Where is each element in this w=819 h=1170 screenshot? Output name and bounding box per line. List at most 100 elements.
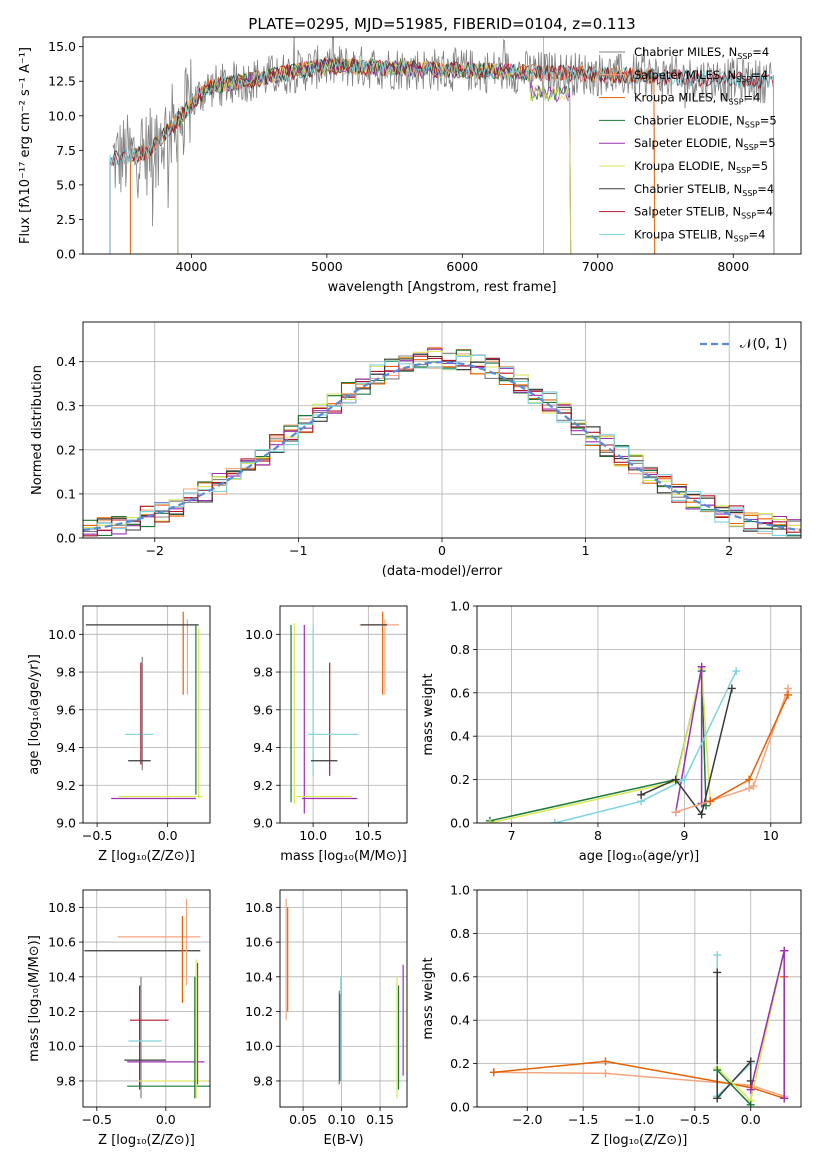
- axes-frame: [279, 889, 408, 1108]
- legend-entry-9: Kroupa STELIB, NSSP=4: [634, 227, 765, 243]
- y-tick-label: 10.0: [48, 108, 76, 123]
- y-tick-label: 0.3: [56, 398, 76, 413]
- weight-point-5-4: [727, 684, 736, 693]
- panel-8: −2.0 −1.5 −1.0 −0.5 0.0 0.0 0.2 0.4 0.6 0.8 1.0 Z […: [421, 883, 802, 1148]
- x-tick-label: 9: [680, 828, 688, 843]
- weight-point-7-2: [745, 775, 754, 784]
- model-spectrum-7: [109, 56, 775, 254]
- y-tick-label: 10.4: [245, 969, 273, 984]
- axes-frame: [82, 36, 802, 255]
- y-tick-label: 5.0: [56, 177, 76, 192]
- y-axis-label: mass weight: [421, 957, 436, 1039]
- histogram-9: [83, 354, 801, 536]
- weight-point-2-1: [489, 1068, 498, 1077]
- panel-4: 10.0 10.5 9.0 9.2 9.4 9.6 9.8 10.0 mass [log₁₀(M…: [245, 605, 408, 864]
- weight-point-3-2: [697, 662, 706, 671]
- plot-area: [84, 898, 210, 1099]
- x-tick-label: −0.5: [680, 1112, 710, 1127]
- x-tick-label: −2.0: [512, 1112, 542, 1127]
- weight-point-4-1: [550, 819, 559, 823]
- y-tick-label: 10.8: [245, 900, 273, 915]
- plot-area: [83, 347, 801, 537]
- y-tick-label: 0.8: [450, 926, 470, 941]
- y-tick-label: 10.0: [48, 1039, 76, 1054]
- y-tick-label: 10.2: [48, 1004, 76, 1019]
- weight-point-5-2: [671, 775, 680, 784]
- weight-point-2-1: [485, 819, 494, 823]
- y-tick-label: 0.0: [56, 247, 76, 262]
- legend-entry-8: Salpeter STELIB, NSSP=4: [634, 205, 773, 221]
- panel-7: 0.05 0.10 0.15 9.8 10.0 10.2 10.4 10.6 10.8 E(B-V…: [245, 889, 408, 1148]
- histogram-8: [83, 355, 801, 537]
- weight-point-2-2: [601, 1057, 610, 1066]
- weight-point-4-1: [713, 968, 722, 977]
- axes-frame: [82, 889, 211, 1108]
- x-tick-label: 7: [508, 828, 516, 843]
- plot-area: [485, 662, 793, 823]
- y-tick-label: 15.0: [48, 39, 76, 54]
- x-axis-label: (data-model)/error: [382, 564, 503, 579]
- y-tick-label: 9.0: [56, 816, 76, 831]
- x-tick-label: 0.05: [289, 1112, 317, 1127]
- y-tick-label: 12.5: [48, 74, 76, 89]
- y-tick-label: 0.4: [450, 1013, 470, 1028]
- axes-frame: [279, 605, 408, 824]
- y-tick-label: 1.0: [450, 883, 470, 898]
- weight-point-3-1: [713, 951, 722, 960]
- x-tick-label: 1: [582, 543, 590, 558]
- y-tick-label: 9.2: [56, 778, 76, 793]
- weight-line-4: [716, 972, 752, 1101]
- axes-frame: [476, 605, 802, 824]
- y-tick-label: 1.0: [450, 599, 470, 614]
- y-tick-label: 10.8: [48, 900, 76, 915]
- weight-point-4-3: [680, 775, 689, 784]
- weight-point-6-2: [745, 784, 754, 793]
- y-tick-label: 10.6: [48, 935, 76, 950]
- x-tick-label: 0: [438, 543, 446, 558]
- x-axis-label: Z [log₁₀(Z/Z⊙)]: [98, 1133, 195, 1148]
- plot-area: [489, 946, 789, 1107]
- legend-entry-1: Chabrier MILES, NSSP=4: [634, 45, 769, 61]
- y-tick-label: 10.6: [245, 935, 273, 950]
- y-tick-label: 10.0: [245, 627, 273, 642]
- y-tick-label: 0.1: [56, 486, 76, 501]
- x-tick-label: 10: [763, 828, 779, 843]
- y-tick-label: 7.5: [56, 143, 76, 158]
- x-tick-label: −1.0: [624, 1112, 654, 1127]
- weight-line-5: [640, 688, 733, 817]
- weight-point-4-2: [713, 1094, 722, 1103]
- legend-entry-7: Chabrier STELIB, NSSP=4: [634, 182, 774, 198]
- x-tick-label: 8000: [717, 259, 749, 274]
- y-tick-label: 0.0: [450, 1100, 470, 1115]
- x-tick-label: 0.10: [328, 1112, 356, 1127]
- y-tick-label: 9.6: [253, 702, 273, 717]
- panel-6: −0.5 0.0 9.8 10.0 10.2 10.4 10.6 10.8 Z [log₁₀(Z…: [27, 889, 211, 1148]
- data-spectrum: [112, 37, 772, 227]
- weight-point-5-3: [697, 810, 706, 819]
- weight-point-7-3: [784, 690, 793, 699]
- y-axis-label: Normed distribution: [30, 365, 45, 495]
- x-tick-label: −1.5: [568, 1112, 598, 1127]
- plot-area: [109, 37, 775, 254]
- model-spectrum-8: [109, 56, 775, 254]
- legend: Chabrier MILES, NSSP=4 Salpeter MILES, NS…: [599, 45, 777, 243]
- y-tick-label: 9.4: [253, 740, 273, 755]
- legend-entry-4: Chabrier ELODIE, NSSP=5: [634, 113, 777, 129]
- plot-area: [290, 611, 400, 814]
- x-axis-label: E(B-V): [323, 1133, 363, 1148]
- y-tick-label: 0.6: [450, 685, 470, 700]
- weight-point-7-1: [706, 797, 715, 806]
- weight-point-6-2: [780, 946, 789, 955]
- y-axis-label: mass [log₁₀(M/M⊙)]: [27, 935, 42, 1062]
- y-tick-label: 9.4: [56, 740, 76, 755]
- y-tick-label: 9.8: [56, 1073, 76, 1088]
- y-tick-label: 10.4: [48, 969, 76, 984]
- y-tick-label: 0.6: [450, 969, 470, 984]
- panel-3: −0.5 0.0 9.0 9.2 9.4 9.6 9.8 10.0 Z [log₁₀(Z/Z⊙)…: [27, 605, 211, 864]
- y-tick-label: 0.2: [56, 442, 76, 457]
- y-axis-label: Flux [fλ10⁻¹⁷ erg cm⁻² s⁻¹ A⁻¹]: [18, 47, 33, 244]
- y-tick-label: 10.2: [245, 1004, 273, 1019]
- weight-point-1-2: [601, 1069, 610, 1078]
- x-tick-label: 10.5: [354, 828, 382, 843]
